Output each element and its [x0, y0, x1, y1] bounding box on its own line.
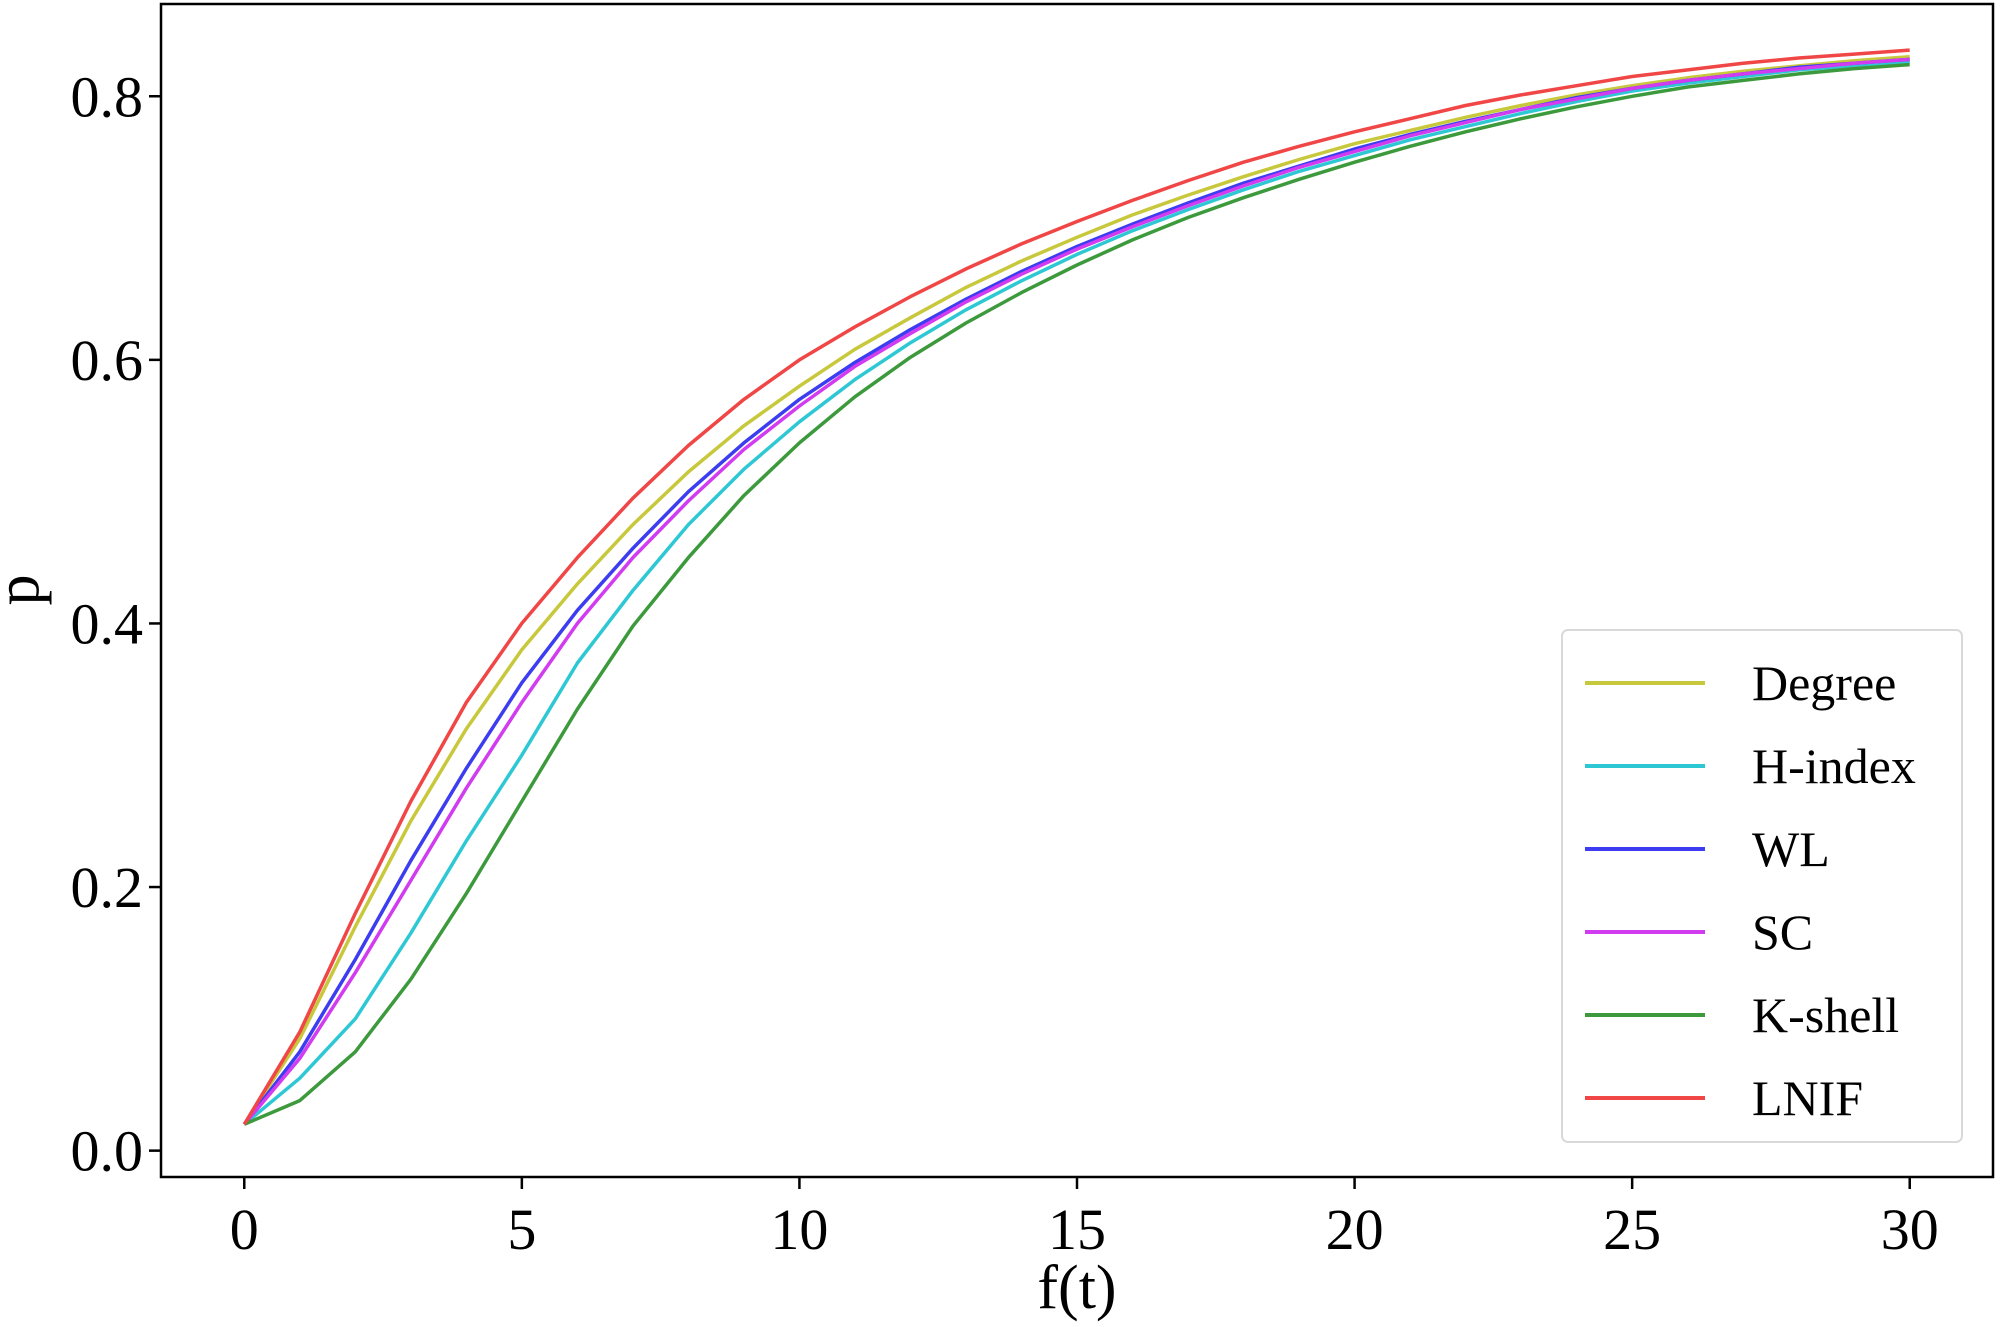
y-tick-label: 0.4	[71, 591, 144, 656]
legend-label-h-index: H-index	[1752, 738, 1916, 794]
legend-label-sc: SC	[1752, 904, 1813, 960]
y-tick-label: 0.0	[71, 1119, 144, 1184]
legend-entries: Degree H-index WL SC K-shell LNIF	[1585, 655, 1916, 1126]
x-tick-label: 25	[1603, 1197, 1661, 1262]
x-tick-label: 15	[1048, 1197, 1106, 1262]
x-tick-label: 20	[1326, 1197, 1384, 1262]
y-axis: 0.0 0.2 0.4 0.6 0.8	[71, 64, 161, 1184]
x-tick-label: 0	[230, 1197, 259, 1262]
x-tick-label: 5	[507, 1197, 536, 1262]
x-tick-label: 10	[770, 1197, 828, 1262]
x-tick-label: 30	[1881, 1197, 1939, 1262]
y-tick-label: 0.8	[71, 64, 144, 129]
y-tick-label: 0.6	[71, 328, 144, 393]
legend: Degree H-index WL SC K-shell LNIF	[1561, 629, 1963, 1143]
legend-label-lnif: LNIF	[1752, 1070, 1863, 1126]
legend-label-degree: Degree	[1752, 655, 1896, 711]
series-layer	[242, 48, 1910, 1126]
series-line-lnif	[242, 48, 1910, 1126]
x-axis: 0 5 10 15 20 25 30	[230, 1177, 1939, 1262]
legend-label-wl: WL	[1752, 821, 1830, 877]
series-line-k-shell	[243, 62, 1910, 1126]
y-tick-label: 0.2	[71, 855, 144, 920]
legend-label-k-shell: K-shell	[1752, 987, 1899, 1043]
y-axis-title: p	[0, 575, 52, 606]
series-line-h-index	[243, 60, 1910, 1126]
series-line-sc	[242, 57, 1910, 1126]
series-line-degree	[242, 54, 1910, 1126]
x-axis-title: f(t)	[1037, 1254, 1116, 1322]
